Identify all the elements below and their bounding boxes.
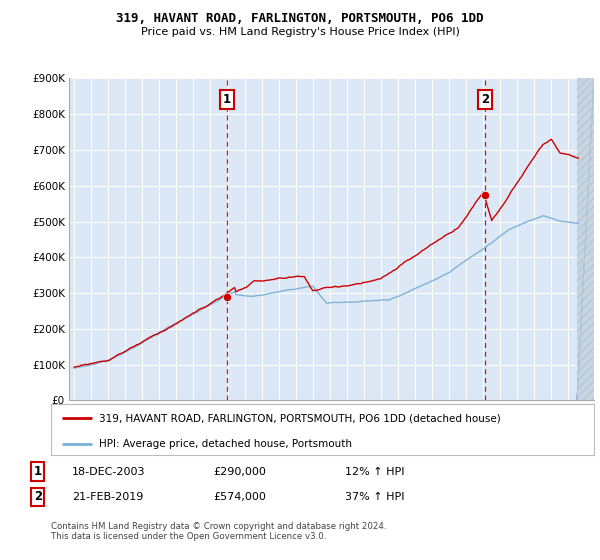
- Text: 2: 2: [481, 94, 490, 106]
- Text: Contains HM Land Registry data © Crown copyright and database right 2024.
This d: Contains HM Land Registry data © Crown c…: [51, 522, 386, 542]
- Text: £290,000: £290,000: [213, 466, 266, 477]
- Text: £574,000: £574,000: [213, 492, 266, 502]
- Bar: [577, 78, 594, 400]
- Text: 1: 1: [223, 94, 231, 106]
- Text: 319, HAVANT ROAD, FARLINGTON, PORTSMOUTH, PO6 1DD: 319, HAVANT ROAD, FARLINGTON, PORTSMOUTH…: [116, 12, 484, 25]
- Text: 18-DEC-2003: 18-DEC-2003: [72, 466, 146, 477]
- Text: 1: 1: [34, 465, 42, 478]
- Text: Price paid vs. HM Land Registry's House Price Index (HPI): Price paid vs. HM Land Registry's House …: [140, 27, 460, 37]
- Text: 12% ↑ HPI: 12% ↑ HPI: [345, 466, 404, 477]
- Text: 2: 2: [34, 490, 42, 503]
- Text: 319, HAVANT ROAD, FARLINGTON, PORTSMOUTH, PO6 1DD (detached house): 319, HAVANT ROAD, FARLINGTON, PORTSMOUTH…: [99, 413, 500, 423]
- Text: 37% ↑ HPI: 37% ↑ HPI: [345, 492, 404, 502]
- Text: 21-FEB-2019: 21-FEB-2019: [72, 492, 143, 502]
- Text: HPI: Average price, detached house, Portsmouth: HPI: Average price, detached house, Port…: [99, 438, 352, 449]
- Polygon shape: [577, 78, 594, 400]
